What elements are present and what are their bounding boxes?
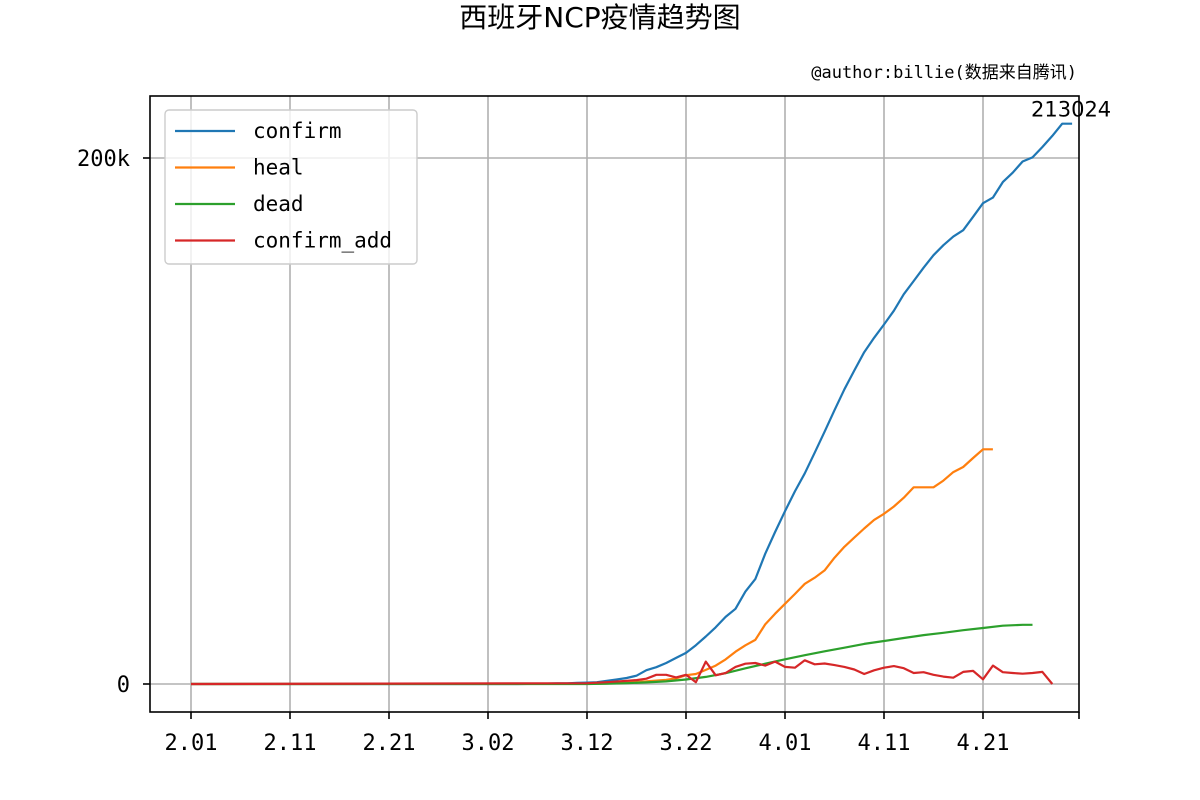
legend-label-confirm_add: confirm_add xyxy=(253,229,392,253)
max-value-annotation: 213024 xyxy=(1031,98,1111,122)
y-tick-label: 0 xyxy=(117,673,130,698)
x-tick-label: 2.11 xyxy=(264,731,317,756)
y-tick-label: 200k xyxy=(77,147,130,172)
x-tick-label: 3.02 xyxy=(462,731,515,756)
x-tick-label: 4.21 xyxy=(957,731,1010,756)
series-lines xyxy=(190,122,1073,686)
legend-label-dead: dead xyxy=(253,192,304,216)
legend-frame xyxy=(164,109,418,265)
plot-frame xyxy=(149,95,1080,713)
x-tick-label: 4.01 xyxy=(759,731,812,756)
x-tick-label: 4.11 xyxy=(858,731,911,756)
legend-label-confirm: confirm xyxy=(253,119,342,143)
x-tick-label: 3.22 xyxy=(660,731,713,756)
chart-subtitle: @author:billie(数据来自腾讯) xyxy=(811,63,1077,83)
x-tick-label: 3.12 xyxy=(561,731,614,756)
x-tick-label: 2.01 xyxy=(165,731,218,756)
legend-label-heal: heal xyxy=(253,156,304,180)
series-line-confirm_add xyxy=(190,659,1054,686)
axis-ticks: 2.01 2.11 2.21 3.02 3.12 3.22 4.01 4.11 4.21 0 200… xyxy=(77,147,1080,756)
legend: confirm heal dead confirm_add xyxy=(164,109,418,265)
chart-title: 西班牙NCP疫情趋势图 xyxy=(459,1,740,34)
series-line-heal xyxy=(190,448,993,686)
series-line-dead xyxy=(191,623,1033,686)
series-line-confirm xyxy=(191,122,1073,686)
x-tick-label: 2.21 xyxy=(363,731,416,756)
